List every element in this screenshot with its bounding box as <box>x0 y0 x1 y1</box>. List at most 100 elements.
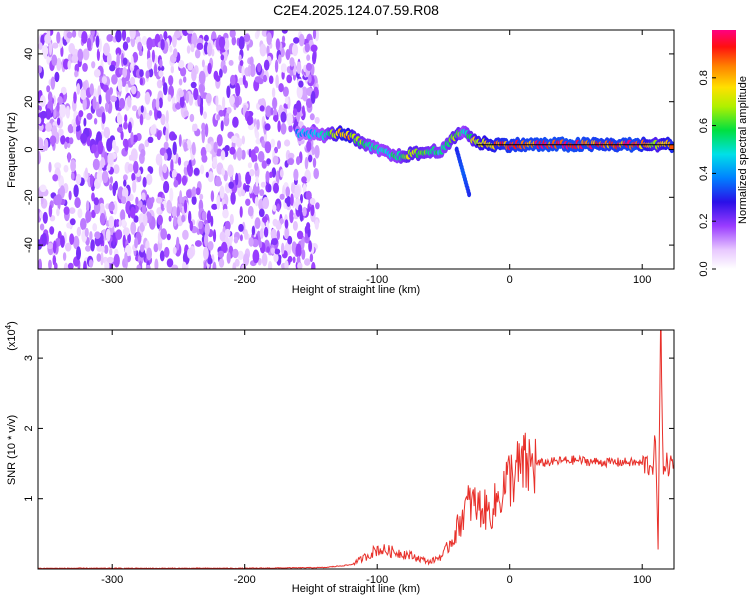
heatmap-noise-cell <box>127 121 132 134</box>
heatmap-noise-cell <box>314 116 320 124</box>
heatmap-noise-cell <box>296 61 302 74</box>
heatmap-noise-cell <box>265 170 270 183</box>
y-tick-label: -20 <box>23 189 35 205</box>
heatmap-noise-cell <box>204 233 209 247</box>
heatmap-noise-cell <box>298 33 305 47</box>
heatmap-noise-cell <box>85 200 90 212</box>
heatmap-noise-cell <box>232 116 239 128</box>
heatmap-noise-cell <box>274 248 281 255</box>
heatmap-noise-cell <box>67 124 74 134</box>
heatmap-noise-cell <box>53 108 57 119</box>
heatmap-noise-cell <box>285 186 291 198</box>
heatmap-noise-cell <box>295 100 302 113</box>
heatmap-noise-cell <box>257 62 262 73</box>
heatmap-noise-cell <box>235 172 239 186</box>
heatmap-noise-cell <box>314 145 320 159</box>
heatmap-noise-cell <box>212 156 218 168</box>
heatmap-noise-cell <box>272 218 278 227</box>
heatmap-noise-cell <box>281 30 288 34</box>
heatmap-noise-cell <box>96 253 102 262</box>
heatmap-noise-cell <box>145 70 150 79</box>
heatmap-noise-cell <box>71 54 79 64</box>
heatmap-noise-cell <box>300 237 305 250</box>
heatmap-noise-cell <box>226 251 231 264</box>
heatmap-noise-cell <box>62 252 67 261</box>
heatmap-noise-cell <box>155 153 163 166</box>
heatmap-noise-cell <box>166 199 173 214</box>
heatmap-noise-cell <box>312 51 317 65</box>
heatmap-noise-cell <box>217 250 225 258</box>
heatmap-noise-cell <box>265 105 272 118</box>
snr-series-line <box>38 330 674 569</box>
heatmap-noise-cell <box>90 239 95 252</box>
heatmap-noise-cell <box>69 137 74 145</box>
heatmap-noise-cell <box>293 37 300 44</box>
heatmap-noise-cell <box>236 147 243 161</box>
heatmap-noise-cell <box>93 197 100 206</box>
heatmap-noise-cell <box>141 192 146 201</box>
heatmap-noise-cell <box>64 141 68 150</box>
heatmap-noise-cell <box>239 234 243 242</box>
heatmap-noise-cell <box>306 62 312 71</box>
heatmap-noise-cell <box>165 128 169 142</box>
heatmap-noise-cell <box>63 262 69 269</box>
heatmap-noise-cell <box>124 252 128 265</box>
heatmap-noise-cell <box>101 170 109 184</box>
heatmap-noise-cell <box>308 240 312 253</box>
heatmap-noise-cell <box>261 252 268 267</box>
heatmap-noise-cell <box>224 220 231 231</box>
heatmap-noise-cell <box>241 135 245 145</box>
heatmap-noise-cell <box>306 54 311 61</box>
heatmap-noise-cell <box>77 48 84 62</box>
heatmap-noise-cell <box>170 159 174 173</box>
heatmap-noise-cell <box>145 264 151 269</box>
heatmap-noise-cell <box>48 204 53 218</box>
heatmap-noise-cell <box>189 220 193 232</box>
heatmap-noise-cell <box>284 96 289 105</box>
heatmap-noise-cell <box>160 228 168 240</box>
heatmap-noise-cell <box>257 151 265 163</box>
x-tick-label: -300 <box>101 574 123 586</box>
heatmap-noise-cell <box>220 54 225 61</box>
heatmap-noise-cell <box>290 193 294 206</box>
heatmap-noise-cell <box>65 105 71 119</box>
heatmap-noise-cell <box>142 213 148 227</box>
heatmap-noise-cell <box>249 169 255 177</box>
heatmap-noise-cell <box>139 113 144 126</box>
heatmap-noise-cell <box>216 196 221 210</box>
heatmap-noise-cell <box>163 141 169 150</box>
heatmap-noise-cell <box>163 180 170 194</box>
heatmap-noise-cell <box>93 68 101 78</box>
heatmap-noise-cell <box>65 136 71 144</box>
heatmap-noise-cell <box>68 43 75 54</box>
heatmap-noise-cell <box>84 227 89 238</box>
heatmap-noise-cell <box>310 90 316 104</box>
heatmap-noise-cell <box>163 30 168 40</box>
heatmap-noise-cell <box>101 112 106 124</box>
heatmap-noise-cell <box>82 81 87 91</box>
colorbar-label: Normalized spectral amplitude <box>737 76 749 224</box>
snr-x-label: Height of straight line (km) <box>292 583 420 595</box>
heatmap-noise-cell <box>304 42 310 53</box>
heatmap-noise-cell <box>254 217 261 229</box>
heatmap-noise-cell <box>116 114 123 125</box>
heatmap-noise-cell <box>203 34 209 42</box>
heatmap-noise-cell <box>249 56 254 66</box>
heatmap-noise-cell <box>221 167 226 177</box>
heatmap-noise-cell <box>68 190 72 201</box>
heatmap-noise-cell <box>289 209 294 224</box>
heatmap-noise-cell <box>183 141 188 152</box>
colorbar: 0.0 0.2 0.4 0.6 0.8 Normalized spectral ampl… <box>698 30 749 277</box>
heatmap-noise-cell <box>305 87 313 96</box>
heatmap-noise-cell <box>181 261 187 269</box>
heatmap-noise-cell <box>224 145 230 152</box>
heatmap-noise-cell <box>146 37 153 51</box>
x-tick-label: -100 <box>366 574 388 586</box>
heatmap-noise-cell <box>70 172 75 181</box>
heatmap-noise-cell <box>148 110 153 116</box>
heatmap-noise-cell <box>186 45 191 54</box>
heatmap-noise-cell <box>281 35 286 43</box>
heatmap-noise-cell <box>187 62 194 71</box>
heatmap-noise-cell <box>200 85 204 99</box>
heatmap-noise-cell <box>141 204 147 215</box>
